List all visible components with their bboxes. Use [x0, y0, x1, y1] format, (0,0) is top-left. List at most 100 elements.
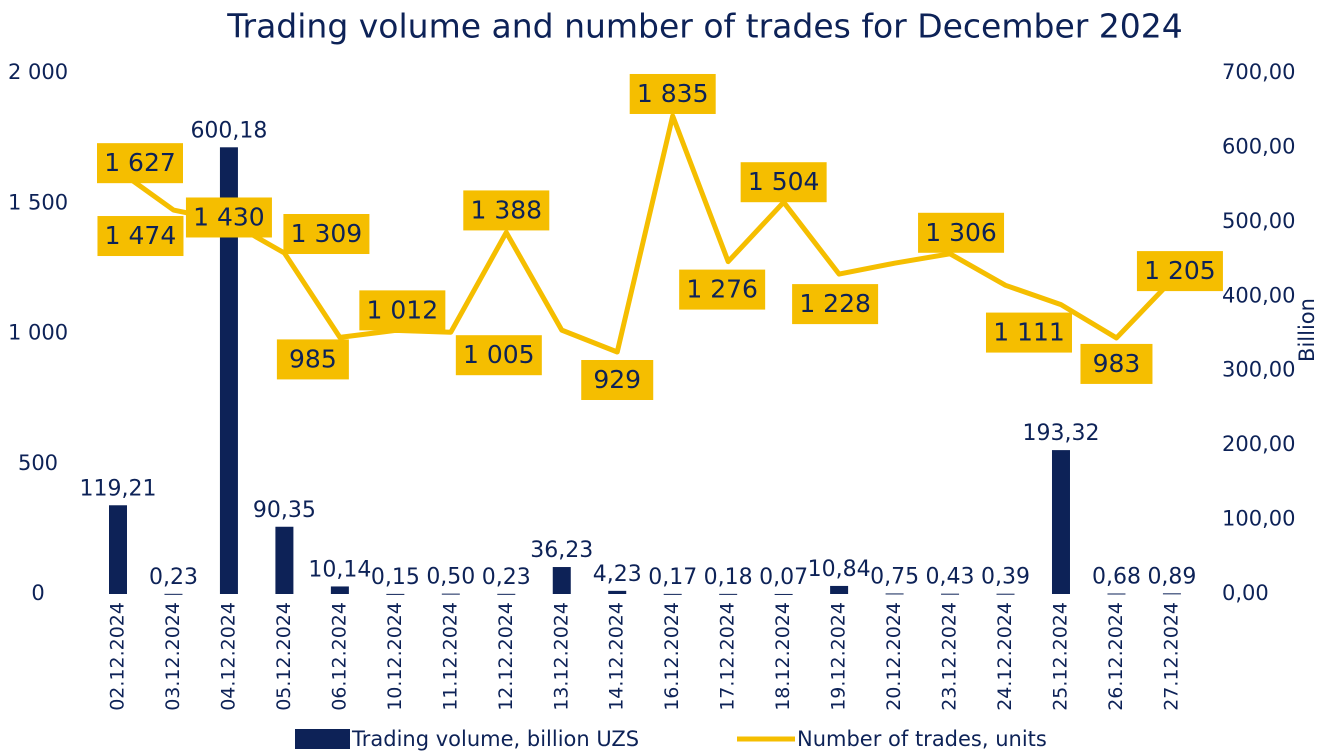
x-tick-label: 16.12.2024: [661, 602, 683, 711]
line-label: 1 205: [1144, 256, 1216, 285]
x-tick-label: 10.12.2024: [384, 602, 406, 711]
y2-tick-label: 600,00: [1222, 134, 1295, 158]
x-tick-label: 23.12.2024: [939, 602, 961, 711]
line-label: 1 430: [193, 202, 265, 231]
line-label-box: [359, 290, 446, 331]
x-tick-label: 26.12.2024: [1105, 602, 1127, 711]
bar: [941, 593, 960, 595]
bar: [774, 593, 793, 595]
line-label-box: [97, 143, 183, 184]
x-tick-label: 02.12.2024: [107, 602, 129, 711]
y2-tick-label: 200,00: [1222, 432, 1295, 456]
bar-label: 0,17: [648, 565, 697, 590]
bar-label: 0,39: [981, 565, 1030, 590]
bar: [830, 585, 849, 594]
line-label-box: [463, 190, 550, 231]
x-tick-label: 24.12.2024: [994, 602, 1016, 711]
line-label: 1 504: [748, 167, 820, 196]
bar-label: 0,07: [759, 565, 808, 590]
bar: [441, 593, 460, 595]
bar-label: 90,35: [253, 498, 316, 523]
y2-axis-label: Billion: [1295, 298, 1319, 362]
bar-label: 0,18: [704, 565, 753, 590]
bar-label: 0,50: [426, 565, 475, 590]
bar-label: 0,43: [926, 565, 975, 590]
chart-title: Trading volume and number of trades for …: [226, 7, 1183, 46]
bar: [552, 567, 571, 594]
line-label-box: [918, 212, 1005, 253]
bar-label: 193,32: [1022, 421, 1099, 446]
x-tick-label: 27.12.2024: [1160, 602, 1182, 711]
y2-tick-label: 400,00: [1222, 283, 1295, 307]
bar-label: 36,23: [530, 538, 593, 563]
trades-line: [116, 113, 1174, 355]
x-tick-label: 03.12.2024: [162, 602, 184, 711]
line-label: 1 388: [471, 195, 543, 224]
bar: [330, 586, 349, 594]
x-tick-label: 05.12.2024: [273, 602, 295, 711]
line-label-box: [97, 216, 184, 257]
y-tick-label: 0: [31, 581, 44, 605]
bar-label: 0,23: [482, 565, 531, 590]
bar: [219, 147, 238, 594]
line-label-box: [679, 269, 766, 310]
line-label-box: [629, 73, 716, 114]
y2-tick-label: 100,00: [1222, 507, 1295, 531]
x-tick-label: 20.12.2024: [883, 602, 905, 711]
line-label: 1 306: [925, 218, 997, 247]
bar: [497, 593, 516, 595]
line-label: 1 835: [637, 79, 709, 108]
line-label-box: [1080, 343, 1153, 384]
y2-tick-label: 500,00: [1222, 209, 1295, 233]
bar: [1162, 593, 1181, 595]
line-label-box: [985, 312, 1072, 353]
legend-label: Number of trades, units: [797, 727, 1047, 751]
x-tick-label: 06.12.2024: [328, 602, 350, 711]
x-tick-label: 04.12.2024: [217, 602, 239, 711]
x-tick-label: 25.12.2024: [1049, 602, 1071, 711]
y-tick-label: 2 000: [8, 60, 68, 84]
line-label-box: [581, 359, 654, 400]
line-label-box: [792, 284, 879, 325]
bar: [608, 590, 627, 594]
line-label: 1 276: [686, 275, 758, 304]
line-label-box: [740, 162, 827, 203]
bar: [386, 593, 405, 595]
x-tick-label: 17.12.2024: [717, 602, 739, 711]
line-label: 1 228: [799, 289, 871, 318]
x-tick-label: 18.12.2024: [772, 602, 794, 711]
bar-label: 600,18: [190, 118, 267, 143]
x-tick-label: 19.12.2024: [828, 602, 850, 711]
bar-label: 4,23: [593, 562, 642, 587]
bar: [663, 593, 682, 595]
x-tick-label: 12.12.2024: [495, 602, 517, 711]
y-tick-label: 500: [18, 451, 58, 475]
x-tick-label: 13.12.2024: [550, 602, 572, 711]
x-tick-label: 11.12.2024: [439, 602, 461, 711]
bar-label: 10,84: [808, 557, 871, 582]
bar: [275, 526, 294, 594]
y2-tick-label: 300,00: [1222, 358, 1295, 382]
bar: [996, 593, 1015, 595]
y-tick-label: 1 500: [8, 190, 68, 214]
legend-label: Trading volume, billion UZS: [351, 727, 639, 751]
bar-label: 10,14: [308, 557, 371, 582]
y-tick-label: 1 000: [8, 321, 68, 345]
line-label-box: [185, 197, 272, 238]
line-label: 985: [289, 344, 337, 373]
bar: [719, 593, 738, 595]
line-label-box: [283, 214, 370, 255]
line-label: 1 627: [104, 148, 176, 177]
line-label: 1 012: [367, 295, 439, 324]
y2-tick-label: 0,00: [1222, 581, 1269, 605]
bar: [885, 593, 904, 595]
y2-tick-label: 700,00: [1222, 60, 1295, 84]
bar-label: 0,68: [1092, 564, 1141, 589]
x-tick-label: 14.12.2024: [606, 602, 628, 711]
line-label: 1 005: [463, 340, 535, 369]
legend-swatch: [295, 729, 350, 749]
bar: [164, 593, 183, 595]
bar: [1051, 450, 1070, 594]
bar-label: 0,75: [870, 564, 919, 589]
